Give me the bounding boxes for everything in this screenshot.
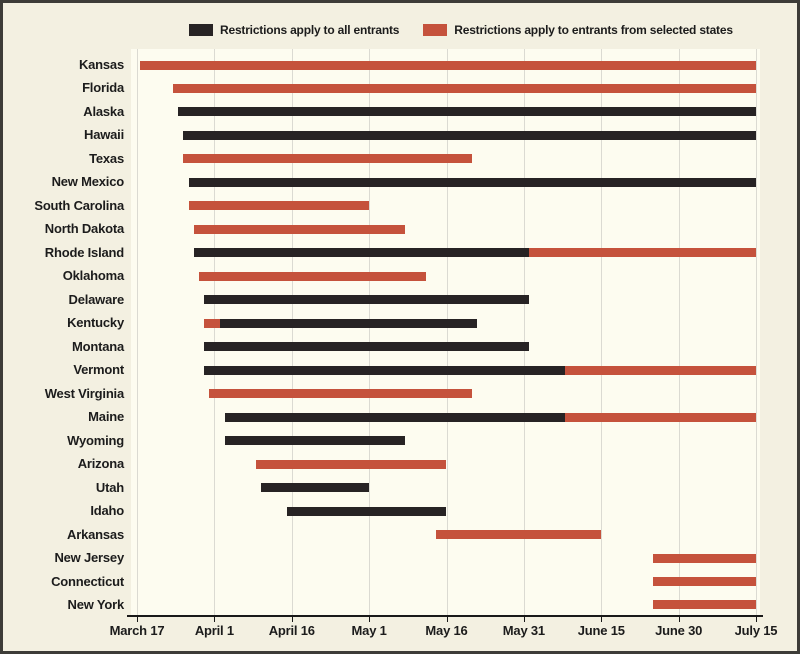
gridline-may-31 (523, 49, 525, 616)
bar-segment-selected_states (652, 577, 756, 587)
legend-swatch-selected-states (423, 24, 448, 36)
x-tick-mark (291, 617, 293, 622)
bar-segment-all_entrants (178, 107, 756, 117)
bar-segment-selected_states (255, 459, 447, 469)
gridline-june-30 (678, 49, 680, 616)
bar-segment-all_entrants (260, 483, 370, 493)
bar-segment-all_entrants (219, 318, 478, 328)
x-tick-label: July 15 (734, 623, 778, 638)
state-label-new-jersey: New Jersey (54, 550, 124, 566)
x-tick-mark (756, 617, 757, 622)
legend-label-all-entrants: Restrictions apply to all entrants (220, 23, 400, 37)
bar-segment-selected_states (188, 201, 370, 211)
bar-segment-selected_states (173, 83, 756, 93)
x-tick-mark (678, 617, 680, 622)
bar-segment-selected_states (198, 271, 426, 281)
legend-label-selected-states: Restrictions apply to entrants from sele… (454, 23, 733, 37)
bar-segment-selected_states (204, 318, 220, 328)
legend-item-selected-states: Restrictions apply to entrants from sele… (423, 23, 733, 37)
bar-segment-all_entrants (183, 130, 756, 140)
bar-segment-all_entrants (204, 295, 530, 305)
state-label-wyoming: Wyoming (67, 432, 124, 448)
bar-segment-selected_states (209, 389, 473, 399)
state-label-new-mexico: New Mexico (51, 174, 125, 190)
state-label-florida: Florida (82, 80, 124, 96)
x-tick-label: May 16 (425, 623, 468, 638)
x-tick-mark (369, 617, 371, 622)
bar-segment-selected_states (436, 530, 602, 540)
state-label-texas: Texas (89, 150, 124, 166)
gridline-april-1 (214, 49, 216, 616)
state-label-kentucky: Kentucky (67, 315, 124, 331)
legend-swatch-all-entrants (189, 24, 213, 36)
bar-segment-selected_states (139, 60, 756, 70)
gridline-march-17 (137, 49, 138, 616)
bar-segment-all_entrants (224, 436, 406, 446)
bar-segment-selected_states (183, 154, 473, 164)
bar-segment-selected_states (193, 224, 406, 234)
state-label-delaware: Delaware (68, 291, 125, 307)
state-label-hawaii: Hawaii (84, 127, 124, 143)
x-tick-label: April 16 (268, 623, 315, 638)
state-label-maine: Maine (88, 409, 124, 425)
x-tick-label: June 30 (655, 623, 703, 638)
state-label-idaho: Idaho (90, 503, 124, 519)
x-tick-mark (601, 617, 603, 622)
state-label-north-dakota: North Dakota (44, 221, 124, 237)
gridline-may-1 (369, 49, 371, 616)
gridline-may-16 (446, 49, 448, 616)
state-label-oklahoma: Oklahoma (62, 268, 124, 284)
x-tick-label: June 15 (577, 623, 625, 638)
bar-segment-all_entrants (204, 365, 566, 375)
bar-segment-selected_states (529, 248, 756, 258)
bar-segment-all_entrants (193, 248, 530, 258)
state-label-utah: Utah (95, 479, 124, 495)
state-label-south-carolina: South Carolina (34, 197, 124, 213)
bar-segment-selected_states (565, 365, 756, 375)
x-tick-mark (214, 617, 216, 622)
state-label-connecticut: Connecticut (51, 573, 124, 589)
bar-segment-all_entrants (188, 177, 756, 187)
state-label-arizona: Arizona (77, 456, 124, 472)
state-label-new-york: New York (67, 596, 125, 612)
plot-area (131, 49, 760, 616)
x-tick-label: March 17 (109, 623, 165, 638)
state-label-rhode-island: Rhode Island (44, 244, 124, 260)
x-tick-mark (446, 617, 448, 622)
state-label-alaska: Alaska (83, 103, 124, 119)
bar-segment-selected_states (652, 553, 756, 563)
state-label-west-virginia: West Virginia (44, 385, 124, 401)
x-tick-label: April 1 (194, 623, 234, 638)
x-tick-mark (137, 617, 138, 622)
x-tick-mark (523, 617, 525, 622)
x-tick-label: May 31 (502, 623, 545, 638)
legend-item-all-entrants: Restrictions apply to all entrants (189, 23, 399, 37)
bar-segment-all_entrants (204, 342, 530, 352)
state-labels-column: Kansas Florida Alaska Hawaii Texas New Mexico… (3, 3, 124, 651)
state-label-vermont: Vermont (73, 362, 124, 378)
bar-segment-all_entrants (224, 412, 566, 422)
bar-segment-selected_states (565, 412, 756, 422)
state-label-kansas: Kansas (78, 57, 124, 72)
state-label-arkansas: Arkansas (67, 526, 124, 542)
gridline-july-15 (756, 49, 757, 616)
gridline-june-15 (601, 49, 603, 616)
legend: Restrictions apply to all entrants Restr… (189, 23, 733, 37)
bar-segment-selected_states (652, 600, 756, 610)
x-axis-line (127, 615, 763, 617)
state-label-montana: Montana (71, 338, 124, 354)
gridline-april-16 (291, 49, 293, 616)
bar-segment-all_entrants (286, 506, 447, 516)
x-tick-label: May 1 (351, 623, 387, 638)
